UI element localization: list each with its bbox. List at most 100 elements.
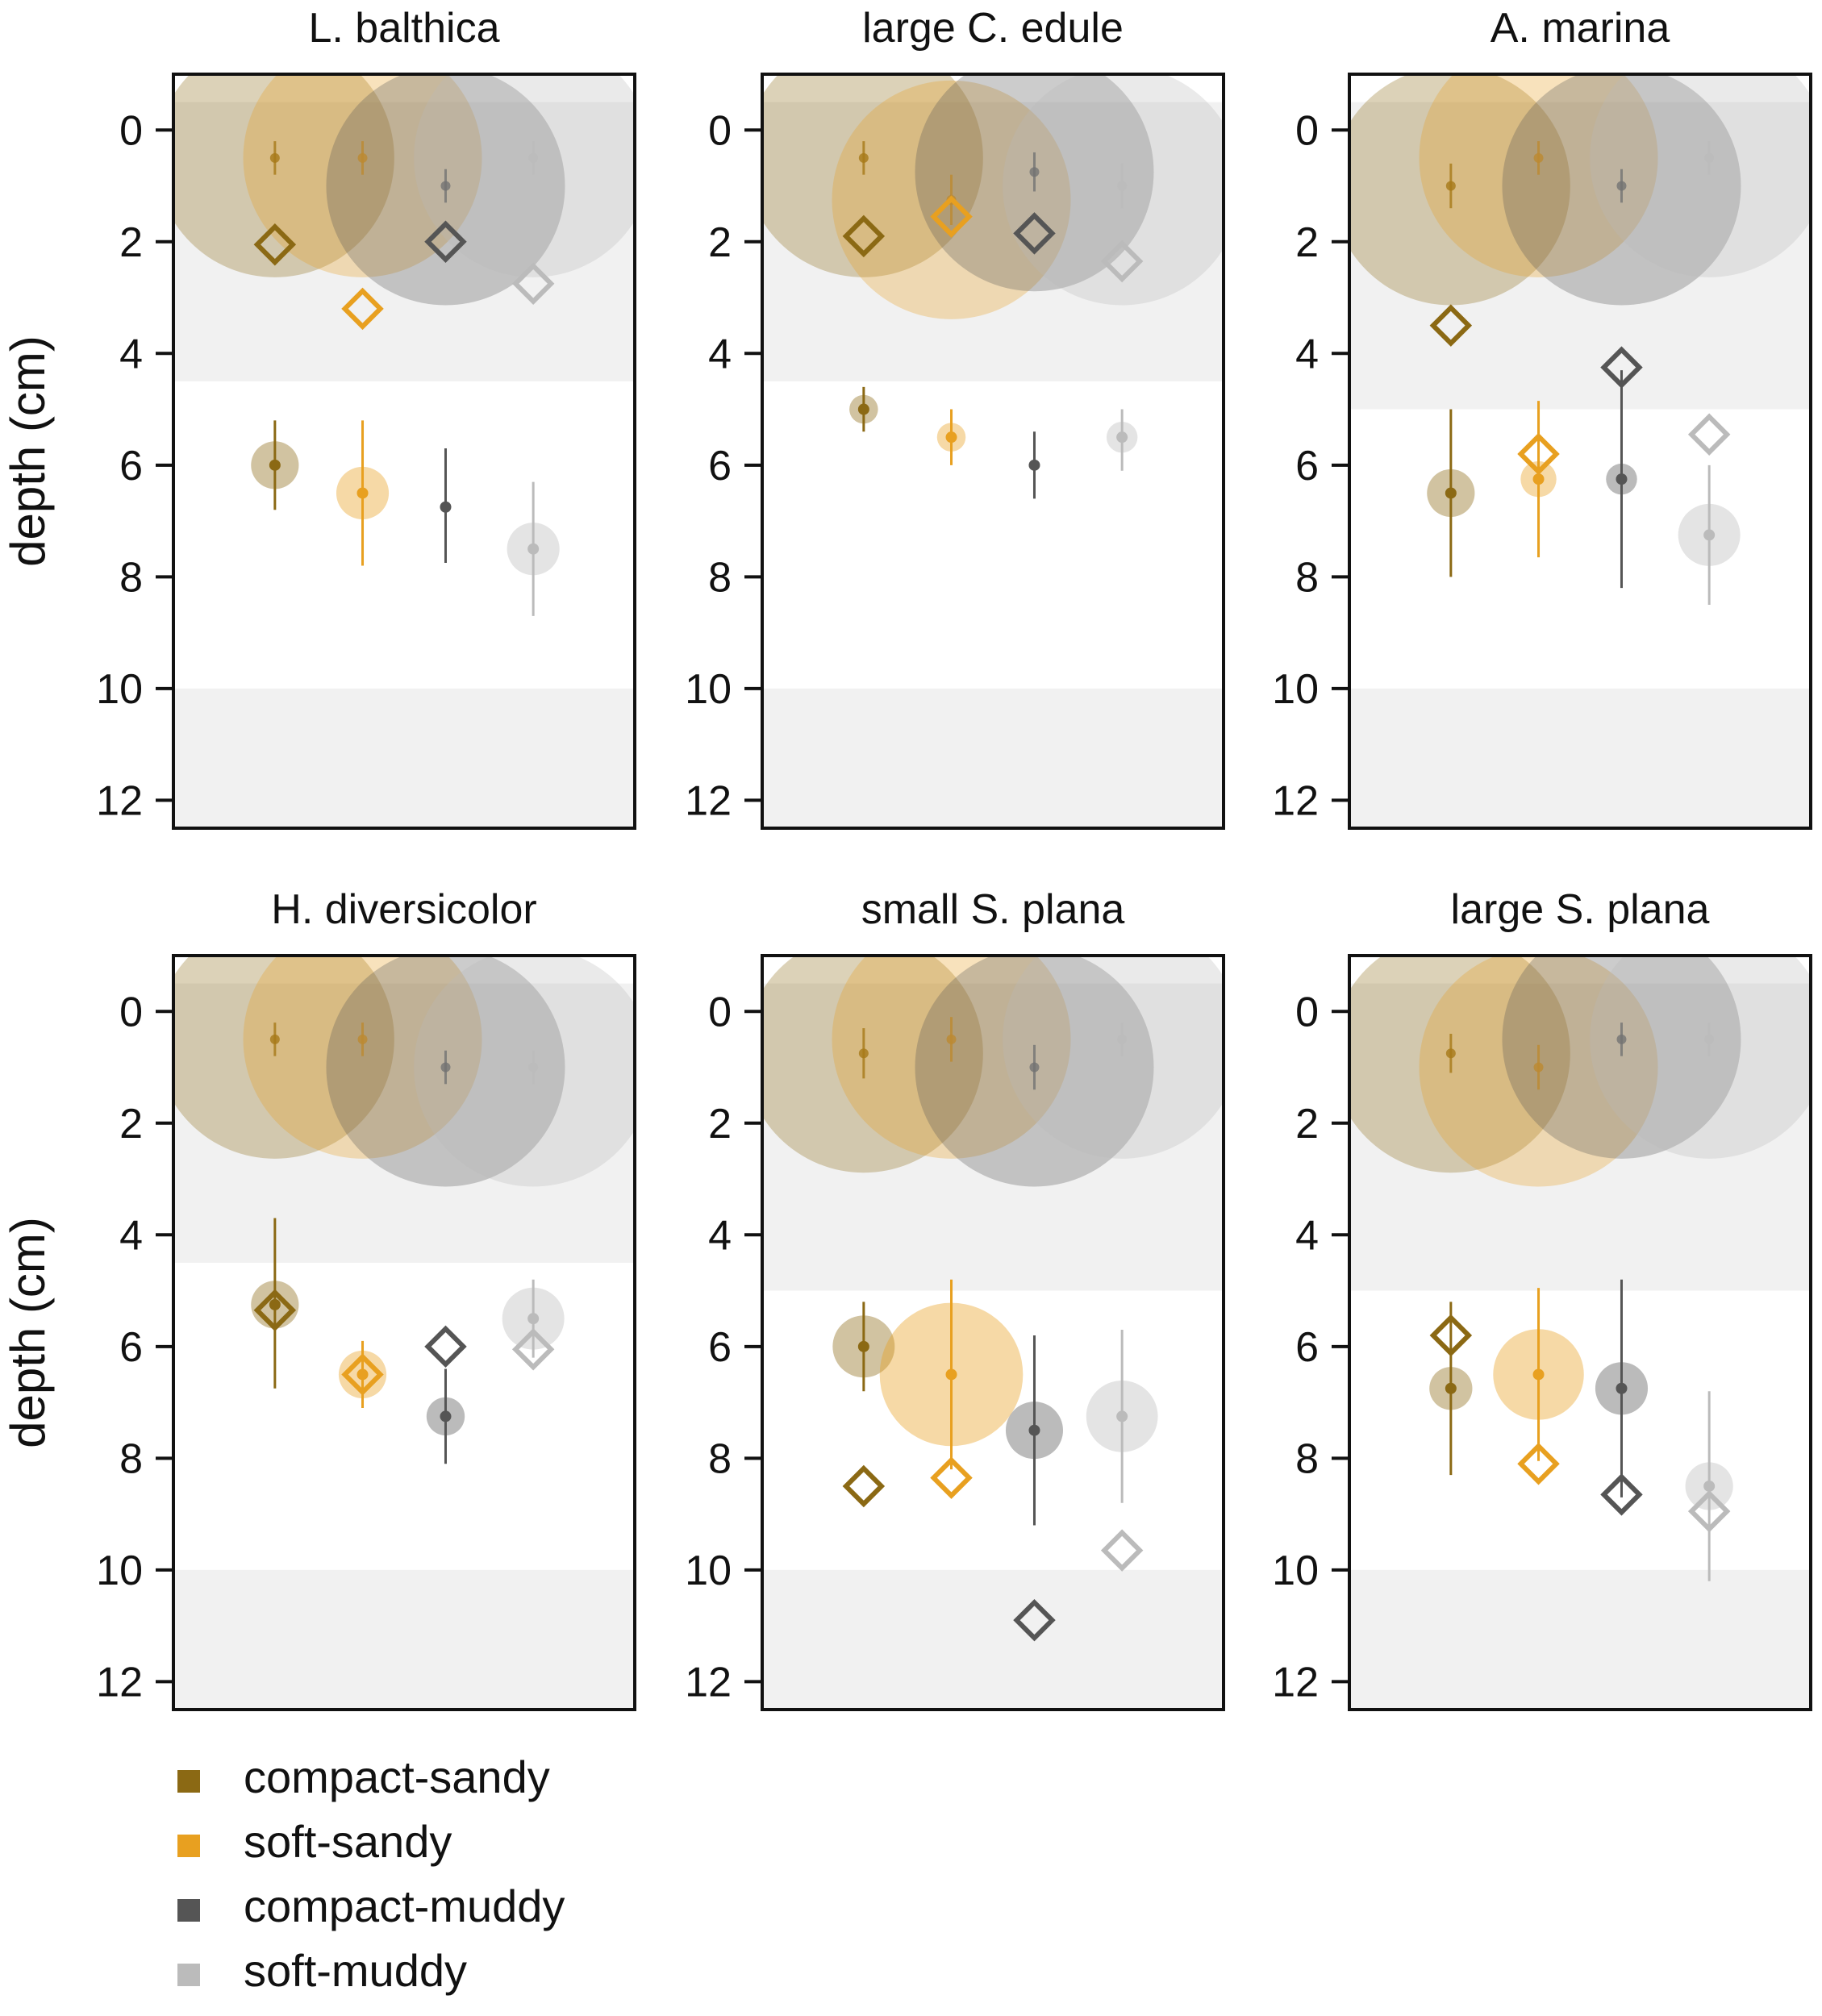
diamond-marker-compact-sandy bbox=[1429, 304, 1473, 347]
depth-band bbox=[762, 102, 1224, 381]
surface-circle-compact-sandy bbox=[1349, 74, 1570, 306]
y-tick-label: 10 bbox=[1272, 1547, 1319, 1594]
y-tick-label: 2 bbox=[119, 219, 143, 266]
diamond-marker-soft-muddy bbox=[511, 262, 555, 305]
diamond-marker-soft-muddy bbox=[1100, 240, 1144, 283]
y-tick-label: 8 bbox=[708, 1435, 732, 1482]
legend-label: soft-sandy bbox=[244, 1816, 452, 1867]
diamond-marker-soft-sandy bbox=[341, 1353, 384, 1396]
surface-circle-soft-muddy bbox=[1003, 74, 1224, 306]
diamond-marker-soft-muddy bbox=[511, 1328, 555, 1371]
y-tick-label: 0 bbox=[708, 989, 732, 1035]
y-tick-label: 6 bbox=[708, 1324, 732, 1371]
surface-point-soft-sandy bbox=[357, 1034, 368, 1044]
y-tick-label: 2 bbox=[708, 219, 732, 266]
panel: large C. edule 0 2 4 6 8 10 12 bbox=[685, 5, 1225, 830]
legend-swatch bbox=[177, 1835, 200, 1857]
surface-point-compact-muddy bbox=[1616, 181, 1627, 191]
diamond-marker-compact-sandy bbox=[253, 1289, 297, 1332]
diamond-marker-soft-sandy bbox=[930, 195, 973, 238]
plot-area bbox=[1349, 956, 1811, 1710]
deep-point-compact-muddy bbox=[440, 501, 452, 513]
y-tick-label: 0 bbox=[119, 107, 143, 154]
diamond-marker-compact-muddy bbox=[1013, 212, 1056, 255]
surface-circle-soft-muddy bbox=[1590, 74, 1811, 277]
surface-point-compact-sandy bbox=[858, 152, 869, 163]
surface-point-soft-muddy bbox=[528, 1062, 539, 1073]
surface-point-soft-sandy bbox=[1533, 1062, 1544, 1073]
deep-point-soft-sandy bbox=[356, 487, 369, 499]
y-tick-label: 6 bbox=[119, 443, 143, 489]
surface-point-compact-sandy bbox=[858, 1048, 869, 1059]
diamond-marker-compact-sandy bbox=[842, 1464, 886, 1508]
surface-point-soft-muddy bbox=[1117, 1034, 1128, 1044]
legend-item: compact-muddy bbox=[177, 1881, 565, 1931]
surface-point-compact-sandy bbox=[269, 152, 280, 163]
surface-point-compact-sandy bbox=[1445, 1048, 1456, 1059]
legend-swatch bbox=[177, 1899, 200, 1922]
panel-frame bbox=[172, 73, 636, 830]
y-tick-label: 4 bbox=[708, 331, 732, 377]
diamond-marker-soft-sandy bbox=[930, 1456, 973, 1499]
depth-band bbox=[173, 1569, 635, 1710]
diamond-marker-compact-muddy bbox=[424, 1325, 467, 1368]
diamond-marker-compact-muddy bbox=[1600, 1473, 1643, 1516]
y-tick-label: 4 bbox=[119, 331, 143, 377]
legend-item: soft-sandy bbox=[177, 1816, 452, 1867]
surface-point-compact-muddy bbox=[1616, 1034, 1627, 1044]
plot-area bbox=[762, 956, 1224, 1710]
deep-point-compact-sandy bbox=[857, 403, 869, 415]
legend-label: soft-muddy bbox=[244, 1945, 467, 1996]
y-tick-label: 8 bbox=[1295, 1435, 1319, 1482]
panel-title: large C. edule bbox=[862, 5, 1124, 52]
deep-point-compact-sandy bbox=[857, 1340, 869, 1352]
deep-point-soft-muddy bbox=[1116, 431, 1128, 444]
y-tick-label: 4 bbox=[119, 1212, 143, 1259]
deep-point-compact-sandy bbox=[269, 459, 281, 471]
panel: H. diversicolor 0 2 4 6 8 10 12 depth (cm) bbox=[1, 886, 636, 1711]
y-tick-label: 0 bbox=[1295, 989, 1319, 1035]
panel-frame bbox=[172, 954, 636, 1711]
y-tick-label: 10 bbox=[96, 666, 143, 713]
surface-point-compact-muddy bbox=[1029, 167, 1040, 177]
y-tick-label: 8 bbox=[119, 1435, 143, 1482]
depth-band bbox=[173, 983, 635, 1263]
surface-circle-soft-sandy bbox=[243, 74, 482, 277]
depth-band bbox=[762, 1569, 1224, 1710]
y-tick-label: 6 bbox=[708, 443, 732, 489]
y-tick-label: 10 bbox=[685, 666, 732, 713]
y-tick-label: 0 bbox=[1295, 107, 1319, 154]
surface-circle-compact-muddy bbox=[1502, 956, 1741, 1159]
surface-point-soft-muddy bbox=[528, 152, 539, 163]
surface-point-soft-muddy bbox=[1704, 152, 1715, 163]
y-tick-label: 12 bbox=[685, 1659, 732, 1706]
diamond-marker-compact-sandy bbox=[253, 223, 297, 266]
diamond-marker-compact-sandy bbox=[1429, 1314, 1473, 1357]
panel-title: large S. plana bbox=[1451, 886, 1710, 933]
plot-area bbox=[173, 74, 635, 828]
panel: small S. plana 0 2 4 6 8 10 12 bbox=[685, 886, 1225, 1711]
deep-point-soft-muddy bbox=[527, 543, 540, 555]
surface-circle-compact-sandy bbox=[1349, 956, 1570, 1173]
panel: large S. plana 0 2 4 6 8 10 12 bbox=[1272, 886, 1812, 1711]
deep-point-compact-muddy bbox=[440, 1410, 452, 1422]
depth-band bbox=[173, 102, 635, 381]
surface-point-soft-muddy bbox=[1704, 1034, 1715, 1044]
panel-title: small S. plana bbox=[861, 886, 1125, 933]
diamond-marker-compact-sandy bbox=[842, 215, 886, 258]
depth-band bbox=[1349, 983, 1811, 1291]
deep-point-compact-sandy bbox=[1445, 1382, 1457, 1394]
legend-item: soft-muddy bbox=[177, 1945, 467, 1996]
surface-point-compact-muddy bbox=[440, 1062, 451, 1073]
deep-point-compact-muddy bbox=[1616, 473, 1628, 485]
depth-band bbox=[1349, 102, 1811, 410]
depth-band bbox=[1349, 1569, 1811, 1710]
y-tick-label: 6 bbox=[1295, 443, 1319, 489]
y-axis-label: depth (cm) bbox=[1, 335, 55, 567]
y-tick-label: 12 bbox=[96, 777, 143, 824]
y-tick-label: 4 bbox=[1295, 331, 1319, 377]
y-tick-label: 8 bbox=[1295, 554, 1319, 601]
y-tick-label: 0 bbox=[708, 107, 732, 154]
y-tick-label: 4 bbox=[708, 1212, 732, 1259]
legend-swatch bbox=[177, 1770, 200, 1793]
